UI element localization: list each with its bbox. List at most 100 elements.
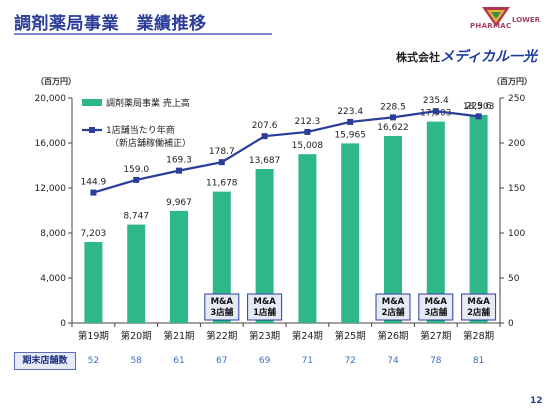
bar-value-label: 7,203 xyxy=(81,229,107,239)
line-value-label: 229.6 xyxy=(466,101,492,111)
legend-line-marker xyxy=(89,127,95,133)
category-label: 第24期 xyxy=(292,330,323,342)
line-point xyxy=(304,128,311,135)
ma-annotation-text: 1店舗 xyxy=(253,307,276,318)
bar-value-label: 11,678 xyxy=(206,179,238,189)
legend-line-label: 1店舗当たり年商 xyxy=(106,124,175,136)
company-prefix: 株式会社 xyxy=(396,51,440,64)
right-axis-unit: （百万円） xyxy=(492,77,532,86)
bar-value-label: 8,747 xyxy=(123,212,149,222)
line-value-label: 212.3 xyxy=(295,117,321,127)
title-underline xyxy=(14,33,272,35)
page-title: 調剤薬局事業 業績推移 xyxy=(14,14,207,34)
line-value-label: 228.5 xyxy=(380,102,406,112)
logo-wordmark: PHARMAC xyxy=(470,22,512,30)
store-count-value: 67 xyxy=(216,356,228,366)
store-count-value: 81 xyxy=(472,356,485,366)
store-count-value: 61 xyxy=(173,356,185,366)
per-store-sales-line xyxy=(93,110,479,194)
left-tick-label: 12,000 xyxy=(35,184,67,194)
legend-bar-label: 調剤薬局事業 売上高 xyxy=(106,97,190,109)
category-label: 第26期 xyxy=(377,330,408,342)
line-point xyxy=(218,159,225,166)
bar xyxy=(127,224,146,323)
page-number: 12 xyxy=(530,396,543,406)
bar-value-label: 15,965 xyxy=(334,130,366,140)
right-tick-label: 0 xyxy=(508,319,514,329)
category-label: 第25期 xyxy=(335,330,366,342)
line-point xyxy=(176,167,182,174)
line-value-label: 178.7 xyxy=(209,147,235,157)
store-count-label: 期末店舗数 xyxy=(14,352,76,370)
logo-wordmark-right: LOWER xyxy=(512,16,541,24)
store-count-value: 72 xyxy=(344,356,356,366)
ma-annotation-box xyxy=(204,293,240,321)
category-label: 第28期 xyxy=(463,330,494,342)
store-count-value: 69 xyxy=(258,356,271,366)
ma-annotation-box xyxy=(375,293,411,321)
store-count-value: 58 xyxy=(130,356,142,366)
ma-annotation-text: 2店舗 xyxy=(467,307,490,318)
right-tick-label: 200 xyxy=(508,139,525,149)
left-tick-label: 16,000 xyxy=(35,139,67,149)
line-value-label: 223.4 xyxy=(337,107,363,117)
left-tick-label: 0 xyxy=(60,319,66,329)
bar-value-label: 15,008 xyxy=(292,141,324,151)
bar xyxy=(84,241,103,323)
line-point xyxy=(475,113,482,120)
bar xyxy=(298,154,317,323)
store-count-value: 71 xyxy=(301,356,314,366)
left-axis-unit: （百万円） xyxy=(36,77,76,86)
category-label: 第27期 xyxy=(420,330,451,342)
left-tick-label: 8,000 xyxy=(40,229,66,239)
right-tick-label: 250 xyxy=(508,94,525,104)
legend-line-sublabel: （新店舗稼働補正） xyxy=(110,137,191,149)
bar-value-label: 18,503 xyxy=(463,102,495,112)
bar-value-label: 9,967 xyxy=(166,198,192,208)
line-value-label: 144.9 xyxy=(81,178,107,188)
line-value-label: 235.4 xyxy=(423,96,449,106)
left-tick-label: 20,000 xyxy=(35,94,67,104)
line-point xyxy=(133,176,140,183)
bar xyxy=(341,143,360,323)
ma-annotation-text: M&A xyxy=(467,297,490,307)
company-name: 株式会社メディカル一光 xyxy=(396,46,537,66)
right-tick-label: 50 xyxy=(508,274,520,284)
ma-annotation-text: 2店舗 xyxy=(382,307,405,318)
ma-annotation-text: 3店舗 xyxy=(210,307,233,318)
ma-annotation-box xyxy=(247,293,283,321)
ma-annotation-text: M&A xyxy=(425,297,448,307)
right-tick-label: 100 xyxy=(508,229,525,239)
category-label: 第19期 xyxy=(78,330,109,342)
ma-annotation-text: 3店舗 xyxy=(424,307,447,318)
bar-value-label: 16,622 xyxy=(377,123,409,133)
ma-annotation-text: M&A xyxy=(253,297,276,307)
right-tick-label: 150 xyxy=(508,184,525,194)
bar xyxy=(469,114,488,323)
line-value-label: 159.0 xyxy=(123,165,149,175)
line-point xyxy=(432,108,439,115)
bar xyxy=(384,136,402,323)
bar xyxy=(212,191,231,323)
left-tick-label: 4,000 xyxy=(40,274,66,284)
line-point xyxy=(347,118,354,125)
legend-bar-swatch xyxy=(82,99,102,106)
category-label: 第20期 xyxy=(121,330,152,342)
category-label: 第22期 xyxy=(206,330,237,342)
bar xyxy=(426,121,445,323)
bar-value-label: 13,687 xyxy=(249,156,281,166)
store-count-value: 74 xyxy=(387,356,399,366)
line-point xyxy=(261,133,268,140)
line-point xyxy=(90,189,97,196)
flower-logo-icon xyxy=(482,7,510,27)
store-count-value: 78 xyxy=(430,356,442,366)
line-value-label: 169.3 xyxy=(166,156,192,166)
ma-annotation-box xyxy=(461,293,497,321)
bar xyxy=(170,210,188,323)
line-point xyxy=(390,114,396,121)
category-label: 第21期 xyxy=(163,330,194,342)
ma-annotation-text: M&A xyxy=(211,297,234,307)
company-brand: メディカル一光 xyxy=(440,49,538,65)
category-label: 第23期 xyxy=(249,330,280,342)
